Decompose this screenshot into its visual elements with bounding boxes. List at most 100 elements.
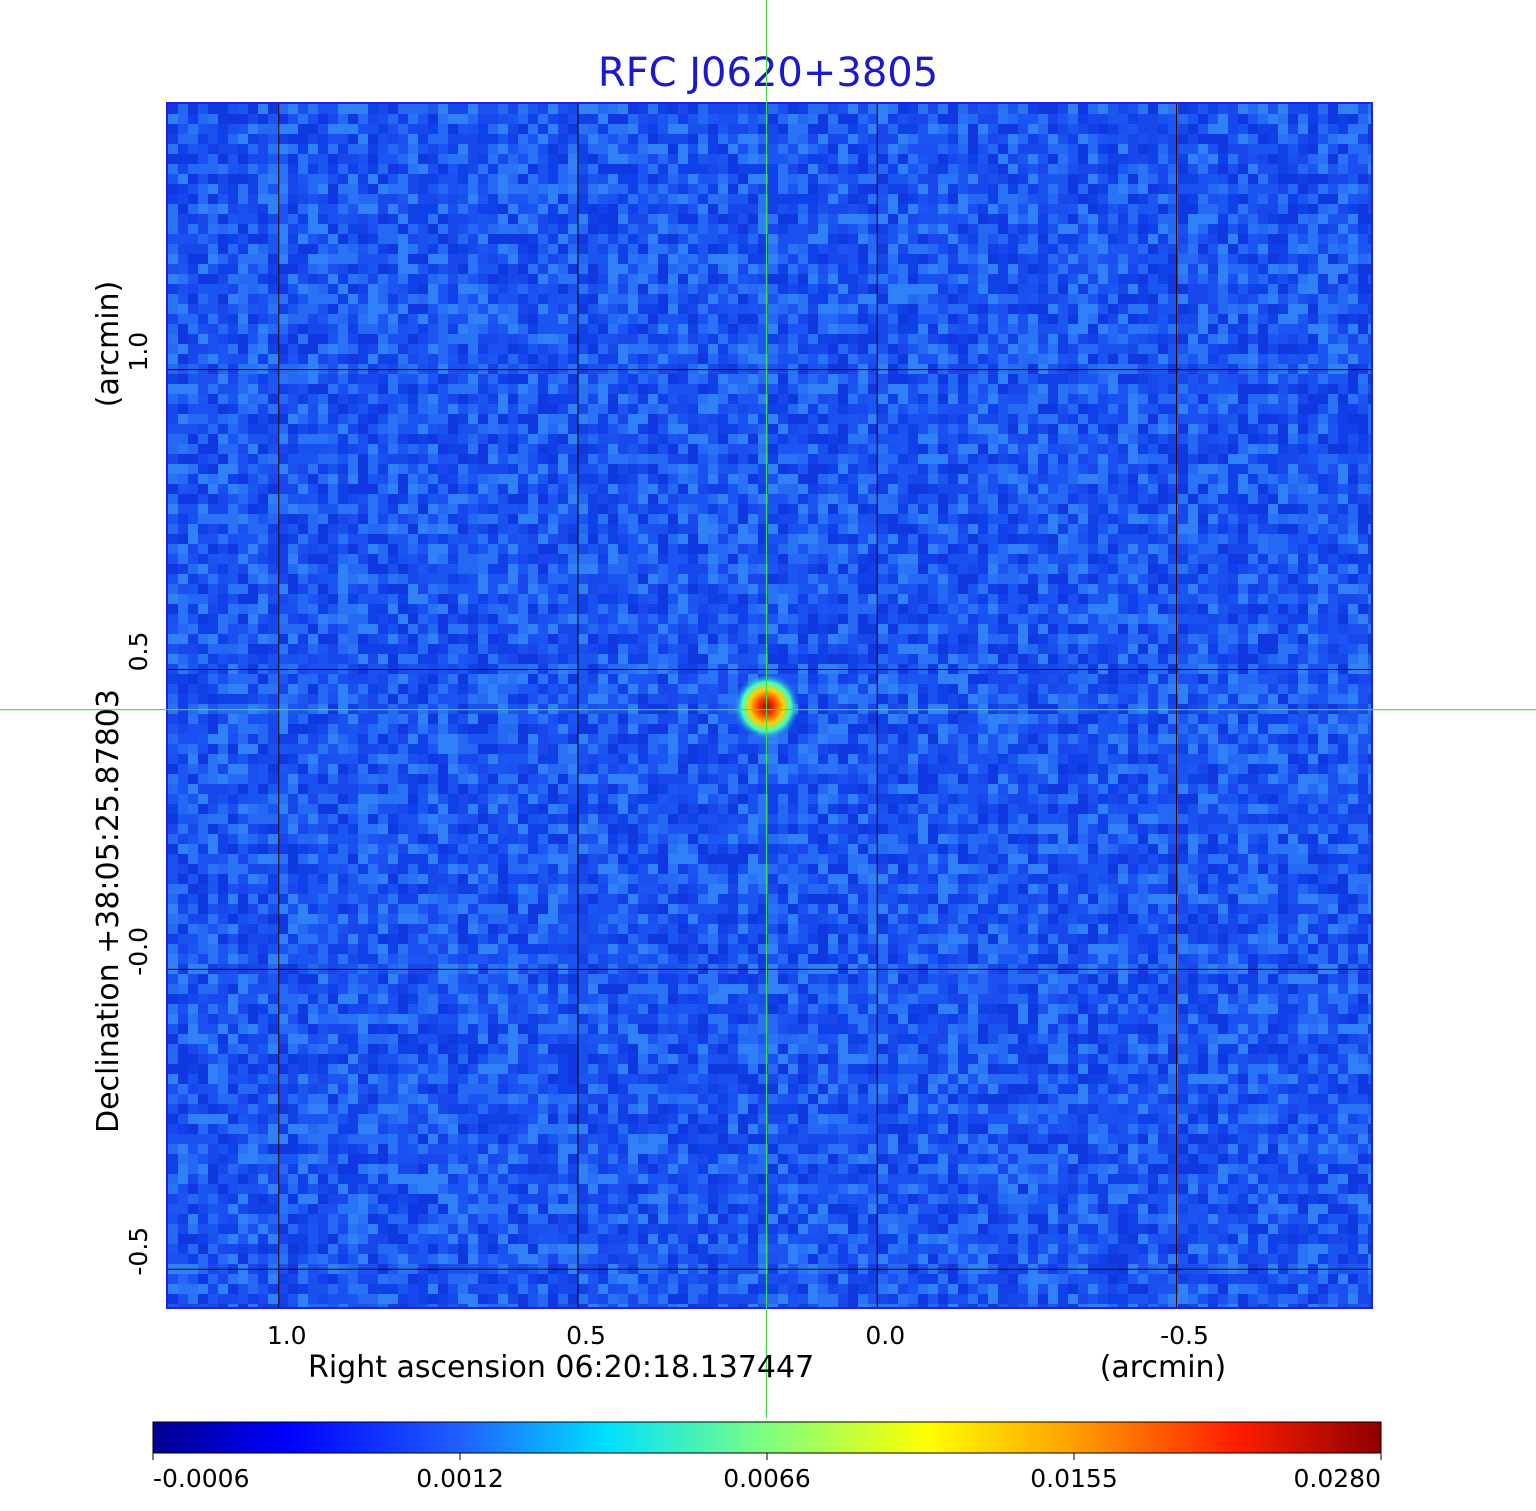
noise-pixel [278, 464, 288, 474]
noise-pixel [408, 194, 418, 204]
noise-pixel [1168, 464, 1178, 474]
noise-pixel [218, 414, 228, 424]
noise-pixel [1288, 494, 1298, 504]
noise-pixel [1308, 424, 1318, 434]
noise-pixel [548, 244, 558, 254]
noise-pixel [1298, 244, 1308, 254]
noise-pixel [618, 444, 628, 454]
noise-pixel [818, 244, 828, 254]
noise-pixel [688, 444, 698, 454]
noise-pixel [278, 324, 288, 334]
noise-pixel [188, 164, 198, 174]
noise-pixel [748, 394, 758, 404]
noise-pixel [288, 214, 298, 224]
noise-pixel [618, 364, 628, 374]
noise-pixel [198, 514, 208, 524]
noise-pixel [988, 414, 998, 424]
noise-pixel [1088, 454, 1098, 464]
noise-pixel [698, 204, 708, 214]
noise-pixel [628, 154, 638, 164]
noise-pixel [638, 354, 648, 364]
noise-pixel [298, 354, 308, 364]
noise-pixel [748, 384, 758, 394]
noise-pixel [928, 474, 938, 484]
noise-pixel [1138, 344, 1148, 354]
noise-pixel [1208, 274, 1218, 284]
noise-pixel [878, 244, 888, 254]
noise-pixel [1208, 394, 1218, 404]
noise-pixel [788, 184, 798, 194]
noise-pixel [308, 384, 318, 394]
noise-pixel [618, 284, 628, 294]
noise-pixel [1078, 334, 1088, 344]
noise-pixel [518, 174, 528, 184]
noise-pixel [1128, 464, 1138, 474]
noise-pixel [638, 124, 648, 134]
noise-pixel [868, 454, 878, 464]
noise-pixel [988, 504, 998, 514]
noise-pixel [228, 174, 238, 184]
noise-pixel [638, 314, 648, 324]
noise-pixel [508, 144, 518, 154]
noise-pixel [1338, 444, 1348, 454]
noise-pixel [318, 414, 328, 424]
noise-pixel [868, 424, 878, 434]
noise-pixel [538, 164, 548, 174]
noise-pixel [788, 374, 798, 384]
noise-pixel [888, 334, 898, 344]
noise-pixel [748, 344, 758, 354]
noise-pixel [198, 314, 208, 324]
noise-pixel [968, 504, 978, 514]
noise-pixel [1218, 354, 1228, 364]
noise-pixel [1108, 444, 1118, 454]
noise-pixel [268, 494, 278, 504]
noise-pixel [1298, 314, 1308, 324]
noise-pixel [198, 444, 208, 454]
noise-pixel [788, 134, 798, 144]
noise-pixel [1228, 114, 1238, 124]
noise-pixel [868, 114, 878, 124]
noise-pixel [558, 304, 568, 314]
noise-pixel [1238, 244, 1248, 254]
noise-pixel [778, 454, 788, 464]
noise-pixel [418, 124, 428, 134]
noise-pixel [648, 264, 658, 274]
noise-pixel [908, 374, 918, 384]
noise-pixel [308, 354, 318, 364]
noise-pixel [1128, 174, 1138, 184]
noise-pixel [578, 284, 588, 294]
noise-pixel [768, 224, 778, 234]
noise-pixel [1328, 164, 1338, 174]
noise-pixel [768, 444, 778, 454]
noise-pixel [788, 114, 798, 124]
noise-pixel [338, 414, 348, 424]
noise-pixel [238, 354, 248, 364]
noise-pixel [858, 384, 868, 394]
noise-pixel [1258, 344, 1268, 354]
noise-pixel [448, 194, 458, 204]
noise-pixel [558, 214, 568, 224]
noise-pixel [578, 494, 588, 504]
noise-pixel [978, 414, 988, 424]
noise-pixel [1128, 364, 1138, 374]
noise-pixel [338, 114, 348, 124]
noise-pixel [758, 174, 768, 184]
noise-pixel [488, 174, 498, 184]
noise-pixel [258, 164, 268, 174]
noise-pixel [688, 204, 698, 214]
noise-pixel [748, 424, 758, 434]
noise-pixel [208, 434, 218, 444]
noise-pixel [698, 284, 708, 294]
noise-pixel [1238, 354, 1248, 364]
noise-pixel [318, 294, 328, 304]
noise-pixel [368, 114, 378, 124]
noise-pixel [618, 244, 628, 254]
noise-pixel [278, 304, 288, 314]
noise-pixel [598, 244, 608, 254]
noise-pixel [518, 414, 528, 424]
noise-pixel [308, 184, 318, 194]
noise-pixel [1028, 384, 1038, 394]
noise-pixel [418, 514, 428, 524]
noise-pixel [548, 504, 558, 514]
noise-pixel [1038, 384, 1048, 394]
